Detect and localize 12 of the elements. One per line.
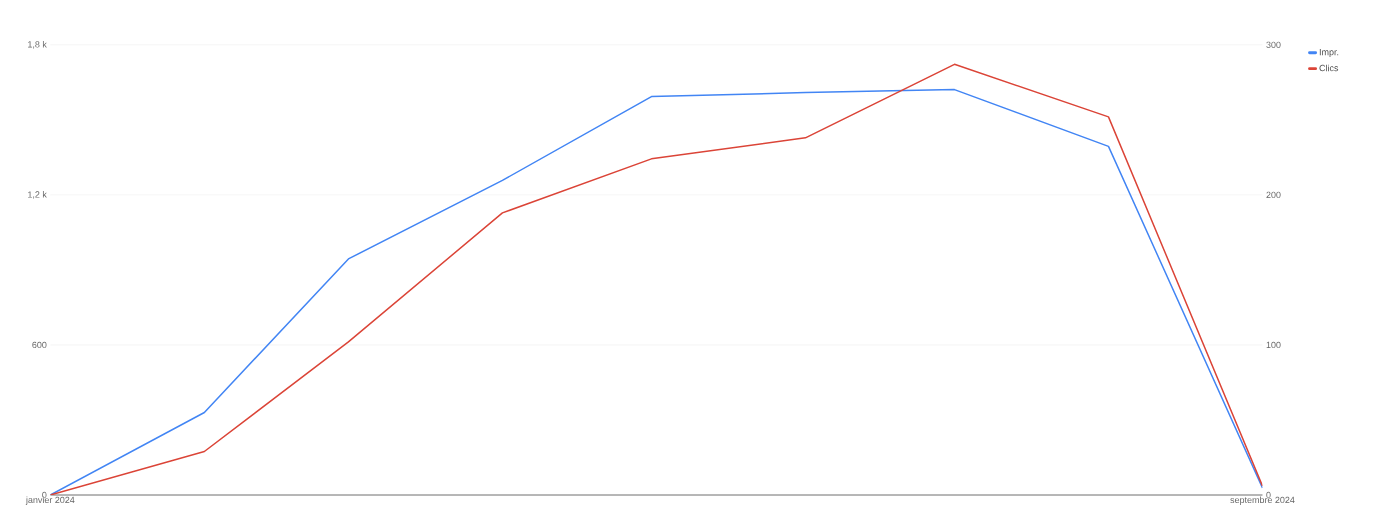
y2-tick-label: 200 — [1266, 191, 1281, 199]
y-tick-label: 0 — [42, 491, 47, 499]
y-tick-label: 600 — [32, 341, 47, 349]
x-tick-label: septembre 2024 — [1230, 496, 1295, 505]
legend-label: Impr. — [1319, 49, 1339, 58]
y-tick-label: 1,8 k — [28, 41, 47, 49]
y-tick-label: 1,2 k — [28, 191, 47, 199]
y2-tick-label: 0 — [1266, 491, 1271, 499]
y2-tick-label: 300 — [1266, 41, 1281, 49]
x-tick-label: janvier 2024 — [25, 496, 75, 505]
y2-tick-label: 100 — [1266, 341, 1281, 349]
legend-label: Clics — [1319, 64, 1339, 72]
